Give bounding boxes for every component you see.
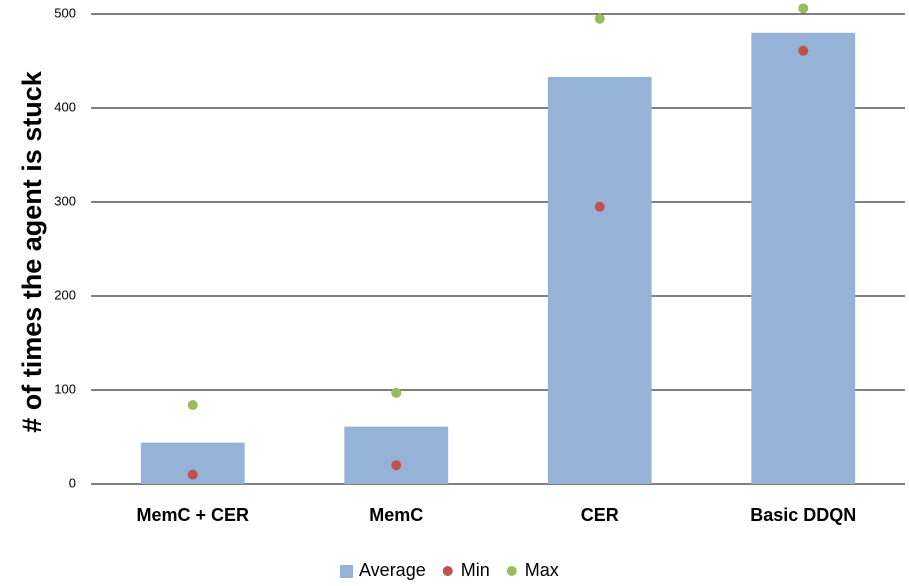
marker [798,3,809,14]
x-tick-label: MemC + CER [136,505,249,525]
legend-swatch [442,566,453,576]
marker [594,201,605,212]
marker [798,45,809,56]
x-tick-label: Basic DDQN [750,505,856,525]
x-tick-label: MemC [369,505,423,525]
legend-swatch [340,565,353,578]
legend-label: Max [525,560,559,580]
marker [391,387,402,398]
bar [751,32,856,485]
legend-label: Min [461,560,490,580]
y-axis-label: # of times the agent is stuck [17,70,47,433]
x-tick-label: CER [581,505,619,525]
y-tick-label: 300 [54,193,76,208]
legend-swatch [506,566,517,576]
y-tick-label: 200 [54,287,76,302]
marker [187,469,198,480]
marker [187,400,198,411]
y-tick-label: 400 [54,99,76,114]
marker [391,460,402,471]
marker [594,13,605,24]
y-tick-label: 500 [54,5,76,20]
bar [547,76,652,484]
y-tick-label: 100 [54,381,76,396]
y-tick-label: 0 [69,475,76,490]
bar [344,426,449,484]
legend-label: Average [359,560,426,580]
